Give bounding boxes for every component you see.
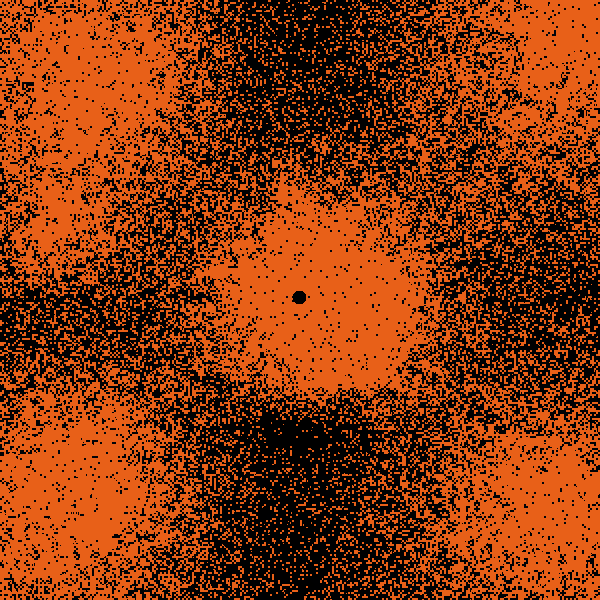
image-viewer[interactable]: False-color X-ray image of a diffuse sou… [0,0,600,600]
xray-sky-image [0,0,600,600]
